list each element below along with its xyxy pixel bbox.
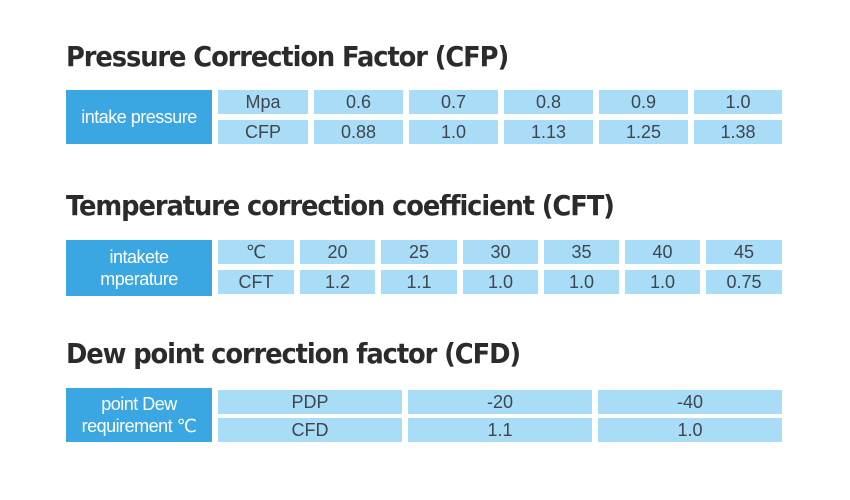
dew-point-header-line: requirement ℃ xyxy=(81,416,197,436)
cfd-row-label: CFD xyxy=(218,418,402,442)
pressure-value-cell: 0.9 xyxy=(599,90,688,114)
pressure-value-cell: 0.6 xyxy=(314,90,403,114)
temperature-section-title: Temperature correction coefficient (CFT) xyxy=(66,189,615,222)
temperature-value-cell: 40 xyxy=(625,240,700,264)
temperature-value-cell: 30 xyxy=(463,240,538,264)
cfp-value-cell: 1.38 xyxy=(694,120,782,144)
dew-point-row-header: point Dew requirement ℃ xyxy=(66,388,212,442)
cfp-value-cell: 1.0 xyxy=(409,120,498,144)
temperature-value-cell: 45 xyxy=(706,240,782,264)
pdp-value-cell: -40 xyxy=(598,390,782,414)
cft-value-cell: 0.75 xyxy=(706,270,782,294)
cft-row-label: CFT xyxy=(218,270,294,294)
dew-point-section-title: Dew point correction factor (CFD) xyxy=(66,337,521,370)
temperature-header-line: intakete xyxy=(109,247,169,267)
cft-value-cell: 1.1 xyxy=(381,270,457,294)
pdp-value-cell: -20 xyxy=(408,390,592,414)
pressure-value-cell: 0.7 xyxy=(409,90,498,114)
cfd-value-cell: 1.0 xyxy=(598,418,782,442)
pressure-section-title: Pressure Correction Factor (CFP) xyxy=(66,40,509,73)
temperature-header-line: mperature xyxy=(100,269,178,289)
pressure-header-text: intake pressure xyxy=(81,107,197,127)
cfp-row-label: CFP xyxy=(218,120,308,144)
cft-value-cell: 1.0 xyxy=(544,270,619,294)
pressure-unit-label: Mpa xyxy=(218,90,308,114)
temperature-row-header: intakete mperature xyxy=(66,240,212,296)
cft-value-cell: 1.0 xyxy=(463,270,538,294)
pressure-row-header: intake pressure xyxy=(66,90,212,144)
cfp-value-cell: 1.25 xyxy=(599,120,688,144)
pdp-row-label: PDP xyxy=(218,390,402,414)
cft-value-cell: 1.0 xyxy=(625,270,700,294)
temperature-value-cell: 35 xyxy=(544,240,619,264)
temperature-unit-label: ℃ xyxy=(218,240,294,264)
temperature-value-cell: 25 xyxy=(381,240,457,264)
pressure-value-cell: 0.8 xyxy=(504,90,593,114)
pressure-value-cell: 1.0 xyxy=(694,90,782,114)
dew-point-header-line: point Dew xyxy=(101,394,177,414)
cfp-value-cell: 1.13 xyxy=(504,120,593,144)
cfp-value-cell: 0.88 xyxy=(314,120,403,144)
cfd-value-cell: 1.1 xyxy=(408,418,592,442)
temperature-value-cell: 20 xyxy=(300,240,375,264)
cft-value-cell: 1.2 xyxy=(300,270,375,294)
